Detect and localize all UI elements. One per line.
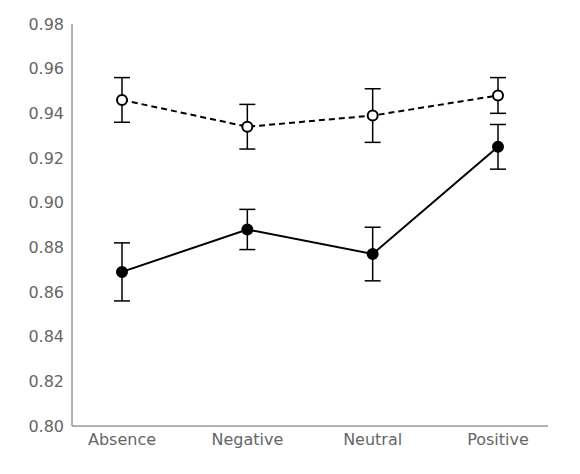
- svg-text:0.84: 0.84: [28, 327, 64, 346]
- svg-text:Neutral: Neutral: [343, 430, 402, 449]
- svg-text:Absence: Absence: [88, 430, 156, 449]
- svg-text:0.96: 0.96: [28, 59, 64, 78]
- svg-text:0.88: 0.88: [28, 238, 64, 257]
- svg-text:0.98: 0.98: [28, 15, 64, 34]
- svg-text:0.80: 0.80: [28, 417, 64, 436]
- svg-text:0.86: 0.86: [28, 283, 64, 302]
- svg-text:0.82: 0.82: [28, 372, 64, 391]
- svg-text:0.94: 0.94: [28, 104, 64, 123]
- svg-text:0.90: 0.90: [28, 193, 64, 212]
- svg-text:0.92: 0.92: [28, 149, 64, 168]
- svg-text:Negative: Negative: [211, 430, 283, 449]
- svg-text:Positive: Positive: [467, 430, 529, 449]
